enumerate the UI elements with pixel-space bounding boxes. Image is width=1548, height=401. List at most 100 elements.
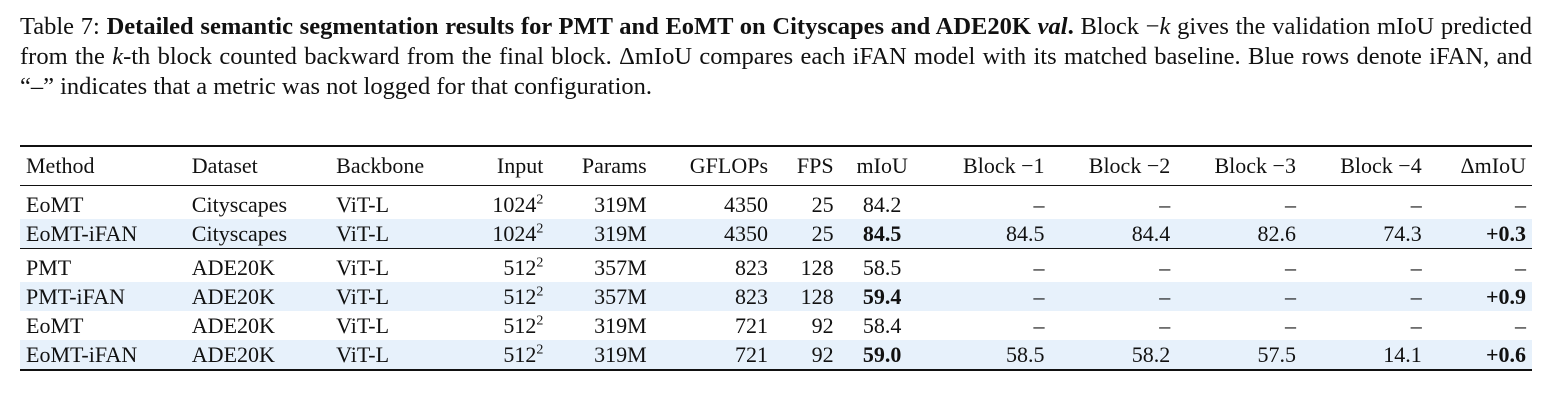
cell-dataset: ADE20K <box>185 282 331 311</box>
cell-block-1: – <box>924 282 1051 311</box>
cell-gflops: 721 <box>652 340 775 371</box>
cell-block-4: 74.3 <box>1301 219 1428 249</box>
cell-input: 10242 <box>492 191 544 217</box>
header-params: Params <box>549 145 653 186</box>
cell-block-3: – <box>1284 254 1296 280</box>
cell-block-2: 84.4 <box>1050 219 1177 249</box>
cell-backbone: ViT-L <box>336 254 390 280</box>
cell-delta-miou: +0.9 <box>1427 282 1532 311</box>
cell-block-4: 14.1 <box>1301 340 1428 371</box>
cell-block-1: 58.5 <box>924 340 1051 371</box>
cell-backbone: ViT-L <box>330 340 465 371</box>
table-row: EoMT-iFAN Cityscapes ViT-L 10242 319M 4350 25 8… <box>20 219 1532 249</box>
header-input: Input <box>464 145 550 186</box>
cell-dataset: ADE20K <box>191 312 275 338</box>
header-fps: FPS <box>774 145 840 186</box>
cell-delta-miou: +0.3 <box>1427 219 1532 249</box>
cell-params: 357M <box>594 254 647 280</box>
cell-delta-miou: – <box>1515 254 1526 280</box>
cell-block-1: – <box>1033 254 1045 280</box>
cell-gflops: 823 <box>652 282 775 311</box>
cell-block-4: – <box>1410 254 1422 280</box>
cell-block-3: – <box>1284 191 1296 217</box>
cell-miou: 84.2 <box>862 191 902 217</box>
cell-miou: 58.5 <box>862 254 902 280</box>
cell-method: PMT <box>26 254 72 280</box>
group-separator <box>20 248 1532 253</box>
cell-fps: 128 <box>800 254 834 280</box>
cell-input: 5122 <box>503 254 544 280</box>
caption-k2: k <box>112 43 124 70</box>
cell-block-2: – <box>1050 282 1177 311</box>
cell-method: EoMT <box>26 191 84 217</box>
cell-block-4: – <box>1301 282 1428 311</box>
table-caption: Table 7: Detailed semantic segmentation … <box>20 12 1532 102</box>
cell-block-4: – <box>1410 312 1422 338</box>
cell-block-1: – <box>1033 312 1045 338</box>
cell-fps: 92 <box>811 312 834 338</box>
table-row: EoMT ADE20K ViT-L 5122 319M 721 92 58.4 – – – – – <box>20 311 1532 340</box>
cell-block-3: 57.5 <box>1176 340 1302 371</box>
table-row: PMT-iFAN ADE20K ViT-L 5122 357M 823 128 59.4– – –… <box>20 282 1532 311</box>
cell-params: 319M <box>594 312 647 338</box>
header-dataset: Dataset <box>185 145 331 186</box>
caption-label: Table 7: <box>20 13 100 40</box>
cell-block-3: – <box>1176 282 1302 311</box>
cell-block-3: 82.6 <box>1176 219 1302 249</box>
caption-text-1: Block − <box>1073 13 1160 40</box>
cell-fps: 25 <box>811 191 834 217</box>
cell-params: 319M <box>594 191 647 217</box>
cell-gflops: 4350 <box>652 219 775 249</box>
cell-delta-miou: +0.6 <box>1427 340 1532 371</box>
results-table: Method Dataset Backbone Input Params GFL… <box>20 145 1532 371</box>
header-gflops: GFLOPs <box>652 145 775 186</box>
header-block-3: Block −3 <box>1176 145 1302 186</box>
cell-params: 319M <box>549 340 653 371</box>
table-row: EoMT-iFAN ADE20K ViT-L 5122 319M 721 92 59.0 58.… <box>20 340 1532 371</box>
header-block-2: Block −2 <box>1050 145 1177 186</box>
cell-block-1: 84.5 <box>924 219 1051 249</box>
header-delta-miou: ΔmIoU <box>1427 145 1532 186</box>
cell-input: 5122 <box>464 340 550 371</box>
cell-method: EoMT <box>26 312 84 338</box>
cell-block-2: – <box>1159 312 1171 338</box>
cell-block-4: – <box>1410 191 1422 217</box>
cell-dataset: ADE20K <box>191 254 275 280</box>
caption-val: val <box>1037 13 1068 40</box>
header-miou: mIoU <box>839 145 925 186</box>
cell-backbone: ViT-L <box>330 219 465 249</box>
caption-text-3: -th block counted backward from the fina… <box>20 43 1532 100</box>
cell-backbone: ViT-L <box>336 312 390 338</box>
cell-delta-miou: – <box>1515 312 1526 338</box>
cell-delta-miou: – <box>1515 191 1526 217</box>
caption-k1: k <box>1159 13 1171 40</box>
cell-miou: 59.4 <box>839 282 925 311</box>
cell-params: 319M <box>549 219 653 249</box>
cell-dataset: ADE20K <box>185 340 331 371</box>
header-block-4: Block −4 <box>1301 145 1428 186</box>
cell-gflops: 4350 <box>724 191 769 217</box>
cell-block-3: – <box>1284 312 1296 338</box>
cell-block-1: – <box>1033 191 1045 217</box>
cell-method: EoMT-iFAN <box>20 340 186 371</box>
table-row: EoMT Cityscapes ViT-L 10242 319M 4350 25 84.2 – –… <box>20 190 1532 219</box>
cell-fps: 128 <box>774 282 840 311</box>
cell-block-2: – <box>1159 254 1171 280</box>
cell-backbone: ViT-L <box>336 191 390 217</box>
cell-gflops: 721 <box>735 312 769 338</box>
header-backbone: Backbone <box>330 145 465 186</box>
header-block-1: Block −1 <box>924 145 1051 186</box>
cell-block-2: – <box>1159 191 1171 217</box>
results-table-wrap: Method Dataset Backbone Input Params GFL… <box>20 145 1532 371</box>
cell-fps: 92 <box>774 340 840 371</box>
cell-block-2: 58.2 <box>1050 340 1177 371</box>
cell-method: EoMT-iFAN <box>20 219 186 249</box>
table-header-row: Method Dataset Backbone Input Params GFL… <box>20 145 1532 186</box>
cell-dataset: Cityscapes <box>191 191 288 217</box>
cell-miou: 59.0 <box>839 340 925 371</box>
caption-bold-title: Detailed semantic segmentation results f… <box>106 13 1074 40</box>
cell-fps: 25 <box>774 219 840 249</box>
header-method: Method <box>20 145 186 186</box>
cell-input: 5122 <box>464 282 550 311</box>
table-row: PMT ADE20K ViT-L 5122 357M 823 128 58.5 – – – – – <box>20 253 1532 282</box>
